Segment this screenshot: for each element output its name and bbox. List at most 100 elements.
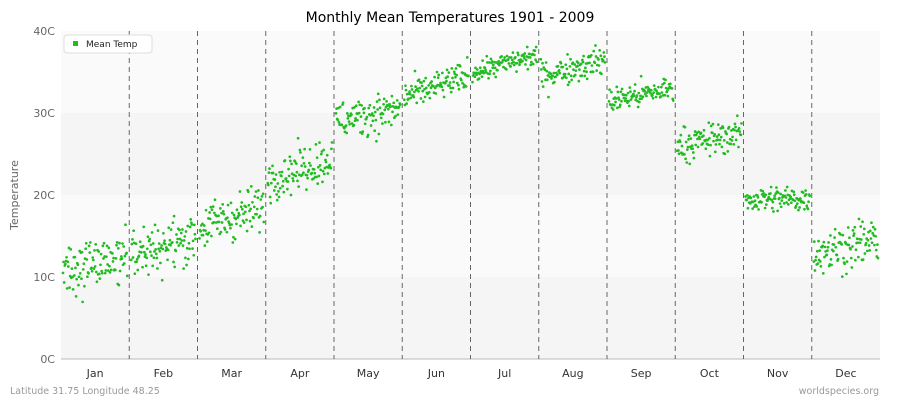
- data-point: [855, 237, 859, 241]
- data-point: [852, 234, 855, 238]
- data-point: [171, 221, 175, 225]
- data-point: [341, 101, 345, 105]
- data-point: [181, 244, 185, 247]
- data-point: [391, 110, 394, 114]
- data-point: [684, 157, 687, 161]
- data-point: [840, 275, 844, 278]
- data-point: [87, 272, 90, 275]
- data-point: [769, 192, 772, 195]
- data-point: [204, 229, 207, 232]
- data-point: [711, 122, 715, 126]
- data-point: [229, 201, 233, 205]
- data-point: [103, 271, 107, 275]
- data-point: [179, 231, 183, 235]
- data-point: [153, 250, 156, 253]
- data-point: [289, 159, 292, 163]
- data-point: [719, 135, 723, 139]
- data-point: [287, 174, 291, 178]
- data-point: [615, 85, 619, 89]
- data-point: [852, 232, 856, 235]
- data-point: [847, 243, 851, 247]
- data-point: [636, 105, 640, 109]
- data-point: [207, 231, 211, 235]
- data-point: [737, 126, 741, 130]
- data-point: [645, 94, 648, 98]
- data-point: [282, 190, 286, 194]
- data-point: [274, 173, 278, 176]
- data-point: [485, 54, 489, 58]
- data-point: [531, 62, 535, 66]
- data-point: [616, 90, 620, 94]
- data-point: [188, 247, 191, 251]
- data-point: [706, 143, 710, 147]
- data-point: [817, 239, 820, 243]
- data-point: [210, 234, 213, 238]
- data-point: [515, 70, 518, 73]
- data-point: [684, 140, 688, 144]
- data-point: [821, 272, 825, 275]
- data-point: [155, 256, 159, 260]
- x-tick-label: Sep: [631, 367, 652, 380]
- data-point: [173, 265, 177, 269]
- data-point: [141, 265, 144, 269]
- data-point: [660, 85, 663, 89]
- data-point: [384, 120, 387, 124]
- data-point: [827, 241, 830, 244]
- data-point: [160, 244, 163, 247]
- data-point: [441, 88, 445, 92]
- data-point: [405, 102, 408, 105]
- data-point: [725, 141, 729, 144]
- data-point: [258, 214, 262, 218]
- data-point: [816, 262, 820, 265]
- data-point: [69, 248, 73, 251]
- data-point: [721, 126, 725, 130]
- data-point: [297, 185, 301, 188]
- data-point: [421, 100, 425, 103]
- data-point: [148, 250, 152, 254]
- data-point: [150, 254, 153, 257]
- data-point: [509, 56, 513, 59]
- data-point: [805, 204, 809, 208]
- data-point: [145, 256, 149, 260]
- data-point: [763, 195, 766, 199]
- data-point: [283, 159, 287, 162]
- data-point: [372, 114, 375, 118]
- data-point: [702, 134, 705, 138]
- data-point: [356, 118, 359, 122]
- data-point: [769, 185, 773, 189]
- data-point: [624, 93, 628, 97]
- legend-label: Mean Temp: [86, 40, 138, 50]
- data-point: [516, 53, 520, 57]
- data-point: [603, 55, 606, 58]
- data-point: [772, 210, 775, 213]
- data-point: [475, 68, 479, 71]
- data-point: [613, 103, 616, 107]
- data-point: [92, 267, 96, 270]
- data-point: [239, 224, 242, 228]
- data-point: [140, 251, 143, 254]
- data-point: [594, 55, 598, 58]
- data-point: [770, 198, 774, 202]
- data-point: [617, 98, 621, 101]
- data-point: [330, 141, 334, 144]
- data-point: [201, 222, 204, 226]
- data-point: [530, 60, 533, 64]
- data-point: [260, 195, 264, 198]
- data-point: [784, 196, 788, 199]
- data-point: [324, 160, 328, 164]
- data-point: [615, 106, 619, 110]
- data-point: [71, 288, 75, 291]
- data-point: [122, 262, 126, 265]
- data-point: [65, 255, 68, 259]
- data-point: [490, 59, 494, 63]
- data-point: [506, 58, 510, 61]
- data-point: [280, 174, 283, 178]
- data-point: [557, 68, 561, 72]
- data-point: [753, 199, 757, 203]
- data-point: [545, 69, 549, 73]
- data-point: [509, 65, 512, 68]
- data-point: [874, 234, 877, 238]
- data-point: [271, 171, 275, 175]
- data-point: [243, 210, 247, 214]
- data-point: [500, 60, 504, 64]
